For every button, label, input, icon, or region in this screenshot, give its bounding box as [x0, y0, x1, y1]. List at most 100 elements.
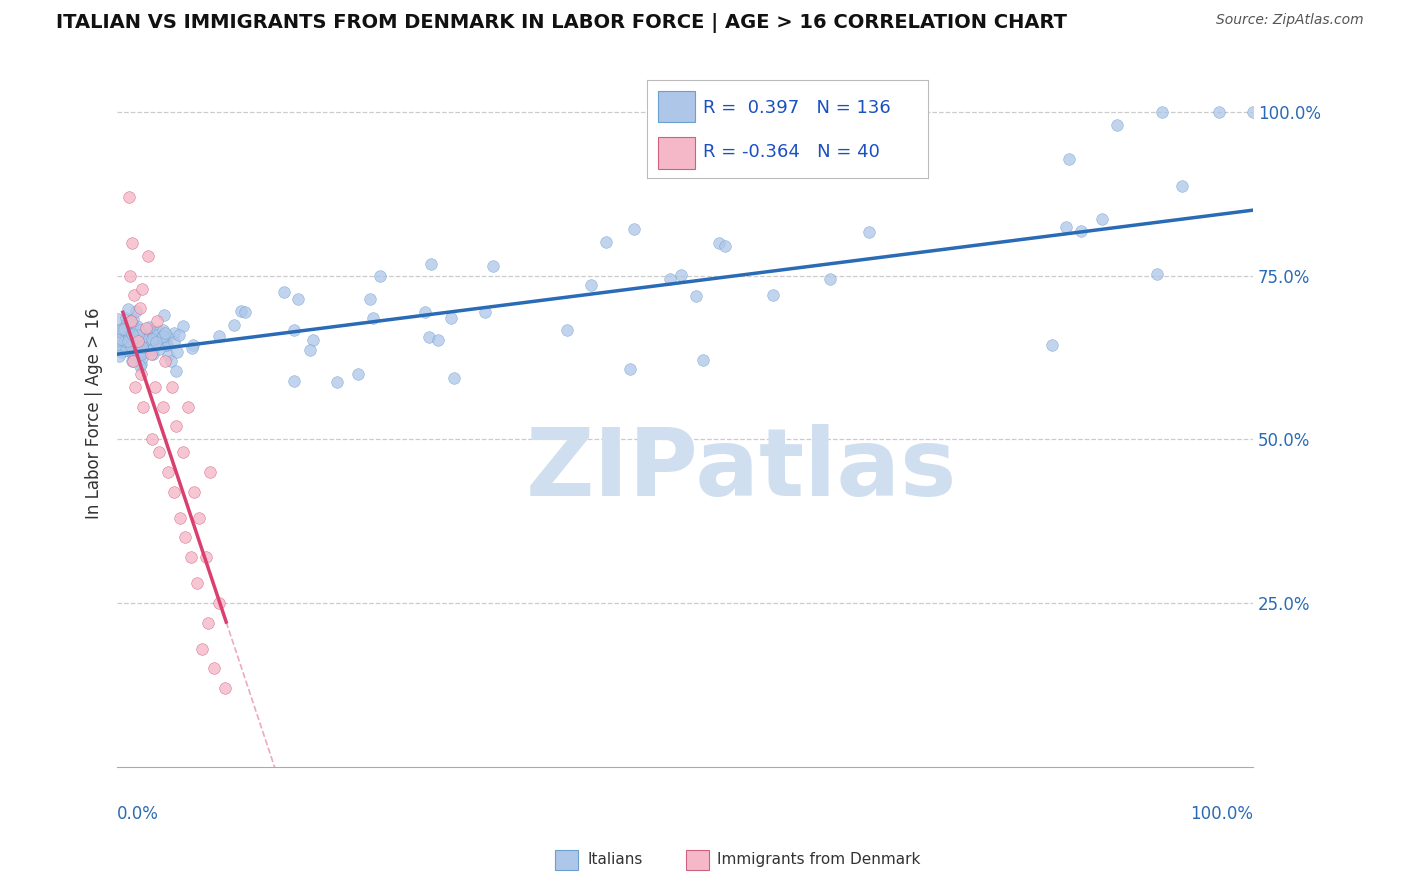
Point — [120, 339, 142, 353]
Point — [146, 324, 169, 338]
Point — [1171, 179, 1194, 194]
Point — [129, 343, 152, 358]
Point — [118, 327, 141, 342]
Point — [1040, 338, 1063, 352]
Point — [107, 325, 129, 339]
Point — [124, 342, 146, 356]
Point — [128, 359, 150, 373]
Point — [165, 419, 187, 434]
Point — [125, 318, 148, 333]
Point — [143, 380, 166, 394]
Point — [121, 334, 143, 348]
Point — [131, 345, 153, 359]
Point — [208, 328, 231, 343]
Point — [302, 334, 325, 348]
Point — [1150, 105, 1173, 120]
Point — [146, 328, 169, 343]
Point — [125, 304, 148, 318]
Point — [165, 364, 187, 378]
Point — [233, 304, 256, 318]
Point — [156, 328, 179, 343]
Point — [183, 484, 205, 499]
Point — [131, 351, 153, 366]
Point — [169, 511, 191, 525]
Point — [157, 465, 180, 479]
Point — [125, 339, 148, 353]
Point — [157, 348, 180, 362]
Point — [142, 346, 165, 360]
Point — [283, 374, 305, 388]
Point — [685, 289, 707, 303]
Point — [121, 353, 143, 368]
Point — [129, 357, 152, 371]
Point — [152, 322, 174, 336]
Point — [110, 332, 132, 346]
Point — [148, 342, 170, 356]
Point — [124, 329, 146, 343]
Point — [1054, 219, 1077, 234]
Point — [1057, 152, 1080, 166]
Point — [114, 311, 136, 326]
Point — [152, 329, 174, 343]
Point — [159, 353, 181, 368]
Point — [129, 323, 152, 337]
Point — [172, 319, 194, 334]
Point — [426, 334, 449, 348]
Point — [129, 347, 152, 361]
Point — [122, 331, 145, 345]
Y-axis label: In Labor Force | Age > 16: In Labor Force | Age > 16 — [86, 308, 103, 519]
Point — [420, 257, 443, 271]
Point — [142, 342, 165, 356]
Point — [669, 268, 692, 282]
Point — [659, 272, 682, 286]
Point — [273, 285, 295, 300]
Point — [713, 239, 735, 253]
Point — [138, 319, 160, 334]
Point — [115, 318, 138, 333]
Point — [122, 288, 145, 302]
Point — [107, 340, 129, 354]
Point — [124, 344, 146, 359]
Point — [202, 661, 225, 675]
Point — [692, 353, 714, 368]
Point — [1070, 223, 1092, 237]
Point — [156, 337, 179, 351]
Point — [155, 326, 177, 340]
Point — [115, 340, 138, 354]
Point — [120, 314, 142, 328]
Point — [619, 362, 641, 376]
Point — [118, 268, 141, 283]
Point — [191, 641, 214, 656]
Point — [107, 323, 129, 337]
Point — [152, 400, 174, 414]
Point — [108, 337, 131, 351]
Point — [1208, 105, 1230, 120]
Point — [107, 333, 129, 347]
Point — [222, 318, 245, 333]
Point — [186, 576, 208, 591]
Point — [118, 326, 141, 340]
Point — [121, 345, 143, 359]
Point — [474, 305, 496, 319]
Text: ZIPatlas: ZIPatlas — [526, 424, 957, 516]
Point — [139, 339, 162, 353]
Point — [155, 338, 177, 352]
Point — [117, 301, 139, 316]
Point — [160, 380, 183, 394]
Point — [149, 335, 172, 350]
Point — [174, 531, 197, 545]
Point — [121, 327, 143, 342]
Point — [131, 331, 153, 345]
Point — [166, 345, 188, 359]
Point — [176, 400, 198, 414]
Text: 0.0%: 0.0% — [117, 805, 159, 823]
Point — [167, 328, 190, 343]
Point — [214, 681, 236, 695]
Point — [132, 335, 155, 350]
Point — [115, 343, 138, 358]
FancyBboxPatch shape — [658, 91, 695, 122]
Point — [122, 312, 145, 326]
Point — [299, 343, 322, 357]
Point — [194, 550, 217, 565]
Text: Source: ZipAtlas.com: Source: ZipAtlas.com — [1216, 13, 1364, 28]
